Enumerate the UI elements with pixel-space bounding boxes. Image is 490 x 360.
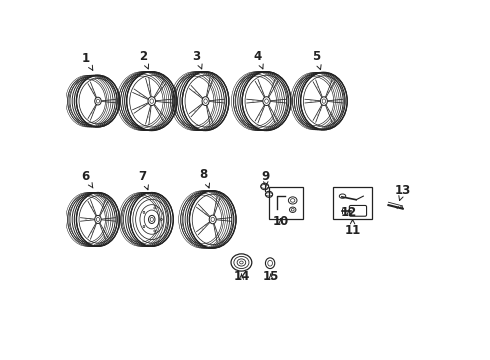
Text: 12: 12 xyxy=(341,207,357,220)
Text: 5: 5 xyxy=(312,50,321,69)
Text: 13: 13 xyxy=(394,184,411,201)
Text: 15: 15 xyxy=(263,270,279,283)
Text: 6: 6 xyxy=(81,170,93,188)
Text: 7: 7 xyxy=(139,170,148,190)
Text: 4: 4 xyxy=(253,50,263,69)
Text: 10: 10 xyxy=(273,215,289,228)
Text: 14: 14 xyxy=(233,270,249,283)
Bar xyxy=(269,187,303,220)
Text: 8: 8 xyxy=(199,168,210,188)
Bar xyxy=(333,187,372,220)
Text: 3: 3 xyxy=(193,50,202,69)
Text: 11: 11 xyxy=(344,220,361,237)
Text: 9: 9 xyxy=(262,170,270,186)
Text: 2: 2 xyxy=(139,50,148,69)
Text: 1: 1 xyxy=(81,51,93,70)
